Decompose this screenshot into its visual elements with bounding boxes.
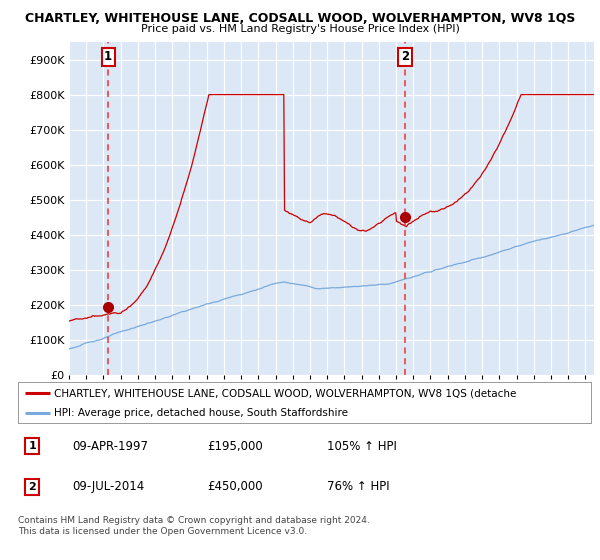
Text: £195,000: £195,000 — [207, 440, 263, 452]
Text: 105% ↑ HPI: 105% ↑ HPI — [328, 440, 397, 452]
Text: £450,000: £450,000 — [207, 480, 263, 493]
Text: 2: 2 — [401, 50, 409, 63]
Text: 76% ↑ HPI: 76% ↑ HPI — [328, 480, 390, 493]
Text: 2: 2 — [28, 482, 36, 492]
Text: Price paid vs. HM Land Registry's House Price Index (HPI): Price paid vs. HM Land Registry's House … — [140, 24, 460, 34]
Text: 1: 1 — [104, 50, 112, 63]
Text: 1: 1 — [28, 441, 36, 451]
Text: Contains HM Land Registry data © Crown copyright and database right 2024.
This d: Contains HM Land Registry data © Crown c… — [18, 516, 370, 536]
Text: CHARTLEY, WHITEHOUSE LANE, CODSALL WOOD, WOLVERHAMPTON, WV8 1QS (detache: CHARTLEY, WHITEHOUSE LANE, CODSALL WOOD,… — [54, 389, 517, 398]
Text: 09-APR-1997: 09-APR-1997 — [73, 440, 148, 452]
Text: 09-JUL-2014: 09-JUL-2014 — [73, 480, 145, 493]
Text: HPI: Average price, detached house, South Staffordshire: HPI: Average price, detached house, Sout… — [54, 408, 348, 418]
Text: CHARTLEY, WHITEHOUSE LANE, CODSALL WOOD, WOLVERHAMPTON, WV8 1QS: CHARTLEY, WHITEHOUSE LANE, CODSALL WOOD,… — [25, 12, 575, 25]
